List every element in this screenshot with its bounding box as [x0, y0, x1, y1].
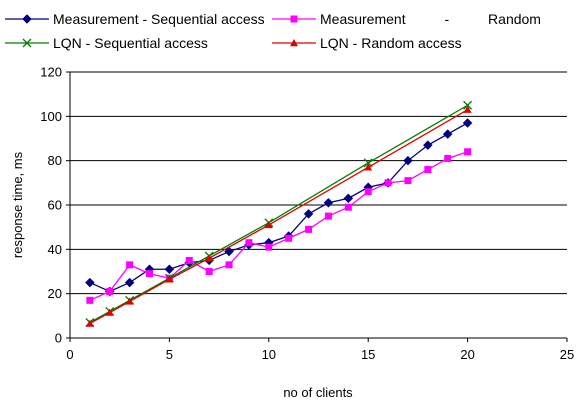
y-tick-label-100: 100	[40, 109, 62, 124]
y-tick-label-20: 20	[48, 286, 62, 301]
series-area	[85, 100, 473, 327]
legend-label-4: LQN - Random access	[320, 35, 462, 51]
x-tick-label-25: 25	[560, 347, 574, 362]
legend-label-3: LQN - Sequential access	[53, 35, 208, 51]
legend-label-2: Measurement - Random	[320, 11, 541, 27]
series-4-point-5	[205, 254, 214, 262]
series-1-point-8	[224, 246, 234, 257]
series-2-point-2	[106, 287, 114, 295]
series-1-point-5	[164, 264, 175, 275]
series-4-point-1	[85, 319, 94, 327]
x-tick-label-20: 20	[460, 347, 474, 362]
series-2-point-16	[384, 179, 392, 187]
series-2-point-9	[245, 239, 253, 247]
grid-lines	[70, 71, 567, 339]
x-tick-label-5: 5	[166, 347, 173, 362]
series-2-point-12	[305, 225, 313, 233]
series-3-point-8	[463, 100, 473, 110]
series-4-point-6	[264, 220, 273, 229]
series-1-point-19	[442, 129, 453, 139]
axes: 0 20 40 60 80 100 120 0 5 10 15 20 25	[40, 65, 574, 363]
series-2-point-3	[126, 261, 134, 269]
series-2-point-7	[205, 268, 213, 275]
legend-swatch-marker-1	[22, 14, 32, 24]
series-4-point-8	[463, 105, 472, 113]
series-4-point-4	[165, 275, 174, 283]
series-2-point-6	[185, 256, 193, 264]
y-tick-label-120: 120	[40, 65, 62, 80]
series-1	[85, 118, 473, 297]
legend-swatch-marker-4	[290, 39, 298, 47]
y-tick-label-0: 0	[55, 331, 62, 346]
series-1-point-1	[85, 277, 95, 288]
x-tick-label-0: 0	[66, 347, 73, 362]
legend: Measurement - Sequential access Measureme…	[5, 11, 541, 51]
series-4	[85, 105, 472, 327]
series-4-line	[89, 109, 468, 325]
series-2-point-18	[424, 166, 432, 174]
series-2-point-10	[265, 243, 273, 251]
legend-label-1: Measurement - Sequential access	[53, 11, 265, 27]
y-axis-title: response time, ms	[10, 151, 25, 258]
y-tick-label-60: 60	[48, 198, 62, 213]
series-2-point-13	[324, 212, 332, 220]
legend-item-2: Measurement - Random	[272, 11, 541, 27]
x-axis-title: no of clients	[283, 385, 353, 400]
series-2-point-15	[364, 188, 372, 196]
series-4-point-7	[364, 163, 373, 171]
legend-item-1: Measurement - Sequential access	[5, 11, 265, 27]
y-tick-label-80: 80	[48, 153, 62, 168]
series-1-point-12	[303, 209, 314, 219]
series-4-point-3	[125, 297, 134, 305]
legend-swatch-marker-2	[290, 15, 298, 23]
series-1-point-18	[422, 140, 433, 151]
series-2-point-4	[146, 270, 154, 278]
y-tick-label-40: 40	[48, 242, 62, 257]
legend-item-4: LQN - Random access	[272, 35, 462, 51]
series-2-point-14	[344, 203, 352, 211]
series-2-point-17	[404, 177, 412, 185]
series-2-point-11	[285, 234, 293, 242]
x-tick-label-15: 15	[361, 347, 375, 362]
series-1-point-20	[462, 118, 473, 128]
series-2-point-20	[464, 148, 472, 156]
series-3-line	[89, 104, 468, 324]
series-2-point-8	[225, 261, 233, 269]
series-1-line	[89, 122, 468, 293]
x-tick-label-10: 10	[262, 347, 276, 362]
series-2-point-1	[86, 296, 94, 304]
series-3	[85, 100, 473, 327]
series-2-line	[89, 151, 468, 301]
series-1-point-17	[403, 155, 413, 166]
series-1-point-13	[323, 197, 334, 208]
series-2	[86, 148, 472, 304]
series-2-point-19	[444, 154, 452, 162]
legend-item-3: LQN - Sequential access	[5, 35, 208, 51]
series-1-point-3	[124, 277, 135, 288]
legend-swatch-marker-3	[22, 38, 32, 48]
series-4-point-2	[105, 308, 114, 316]
series-1-point-14	[343, 193, 354, 204]
